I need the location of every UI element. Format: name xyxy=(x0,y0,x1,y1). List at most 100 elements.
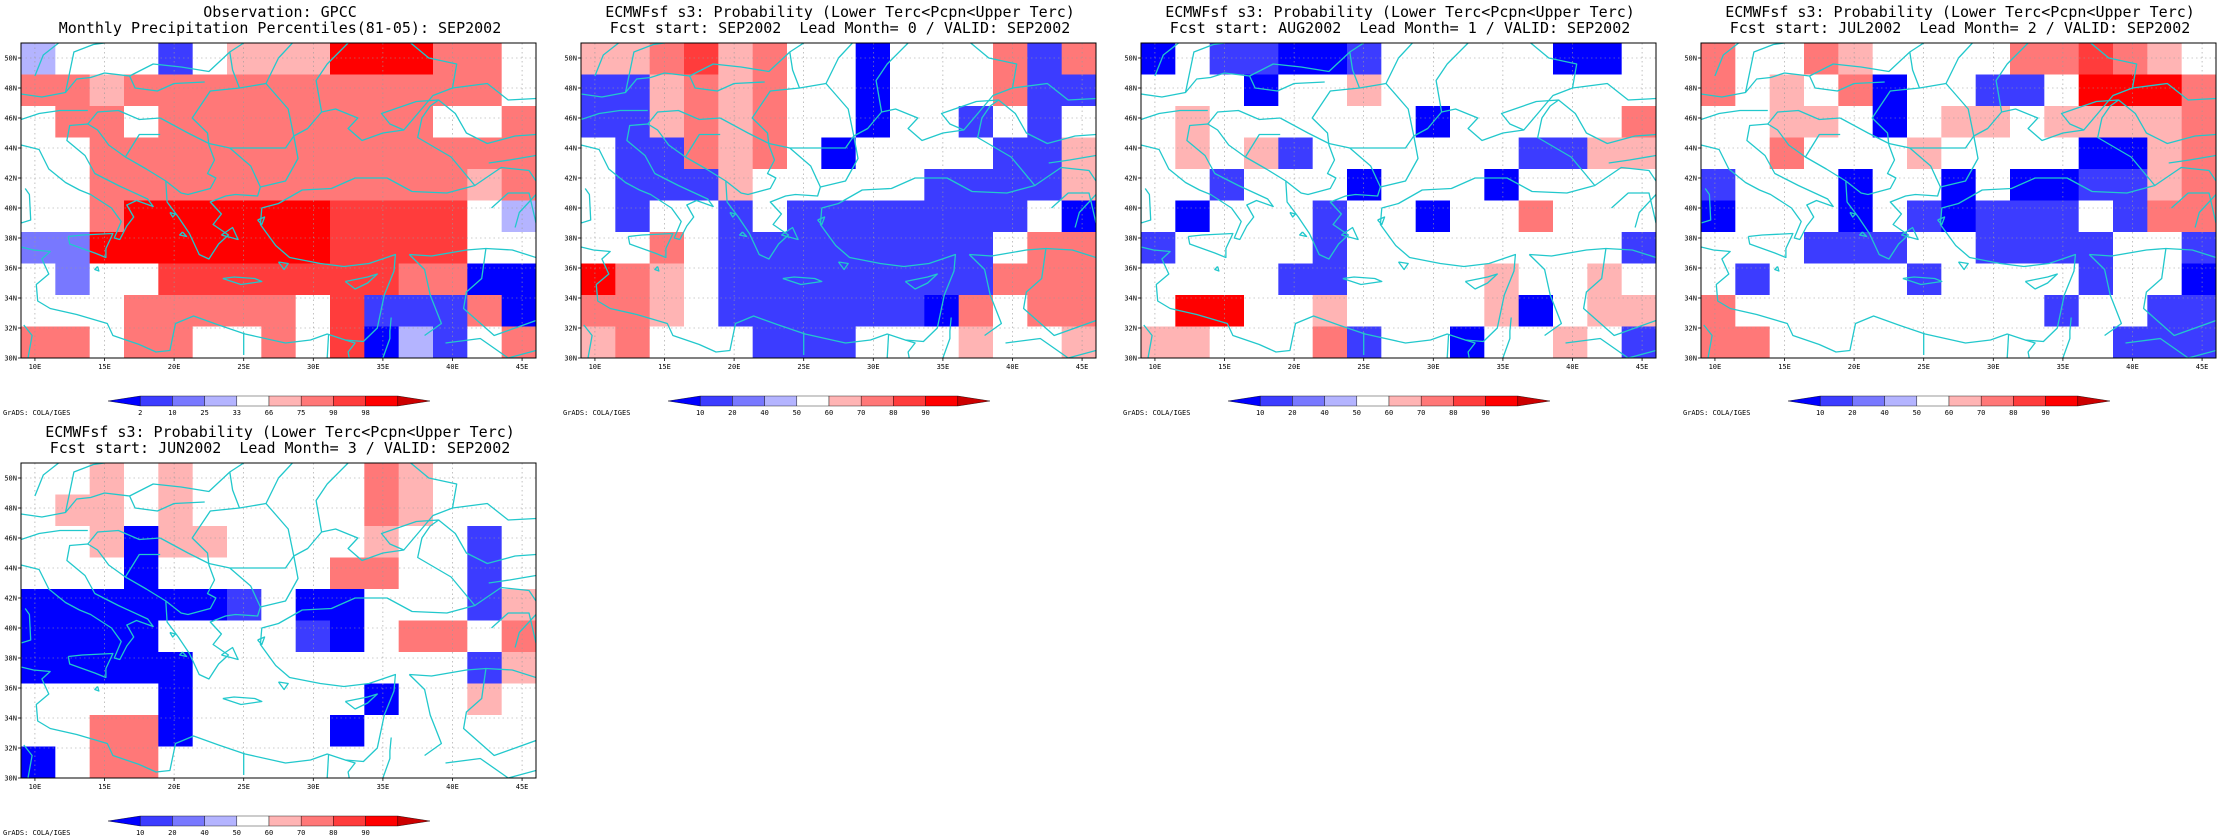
coastline xyxy=(488,154,536,164)
heatmap-cell xyxy=(433,232,468,264)
lon-tick-label: 15E xyxy=(1218,363,1231,371)
lat-tick-label: 48N xyxy=(1684,85,1697,93)
heatmap-cell xyxy=(1278,263,1314,296)
heatmap-cell xyxy=(227,526,262,558)
heatmap-cell xyxy=(2113,295,2148,327)
lon-tick-label: 30E xyxy=(307,783,320,791)
heatmap-cell xyxy=(1735,106,1771,138)
heatmap-cell xyxy=(821,263,857,296)
coastlines xyxy=(21,463,536,778)
heatmap-cell xyxy=(364,494,400,527)
coastline xyxy=(1902,276,1943,286)
heatmap-cell xyxy=(1141,295,1176,327)
plot-frame xyxy=(20,462,537,779)
heatmap-cell xyxy=(924,263,960,296)
colorbar-label: 50 xyxy=(793,409,801,417)
heatmap-cell xyxy=(1907,74,1942,107)
heatmap-cell xyxy=(2010,200,2045,233)
lat-tick-label: 30N xyxy=(4,355,17,363)
heatmap-cell xyxy=(2044,295,2080,327)
heatmap-cell xyxy=(581,295,616,327)
coastline xyxy=(23,324,33,358)
heatmap-cell xyxy=(1381,137,1417,170)
coastline xyxy=(229,463,245,509)
colorbar-label: 80 xyxy=(329,829,337,837)
heatmap-cell xyxy=(1209,326,1245,359)
coastline xyxy=(2154,166,2216,187)
heatmap-cell xyxy=(752,137,788,170)
heatmap-cell xyxy=(821,200,857,233)
heatmap-cell xyxy=(1621,137,1657,170)
heatmap-cell xyxy=(227,652,262,684)
coastline xyxy=(1701,99,2156,353)
heatmap-cell xyxy=(821,295,857,327)
coastline xyxy=(2125,337,2216,358)
colorbar-label: 20 xyxy=(168,829,176,837)
heatmap-cell xyxy=(55,169,91,201)
heatmap-cell xyxy=(501,715,537,747)
heatmap-cell xyxy=(1347,326,1382,359)
panel-title: Observation: GPCC xyxy=(203,3,357,21)
lat-tick-label: 50N xyxy=(4,55,17,63)
coastline xyxy=(739,231,748,238)
heatmap-cell xyxy=(1347,74,1382,107)
heatmap-cell xyxy=(158,683,194,716)
lat-tick-label: 48N xyxy=(4,85,17,93)
colorbar-swatch xyxy=(700,395,733,407)
heatmap-cell xyxy=(364,263,400,296)
heatmap-cell xyxy=(993,137,1028,170)
coastline xyxy=(382,737,392,778)
coastline xyxy=(1957,261,1969,271)
coastline xyxy=(1523,43,1578,131)
heatmap-cell xyxy=(684,263,719,296)
heatmap-cell xyxy=(2181,137,2217,170)
lat-tick-label: 36N xyxy=(4,685,17,693)
coastline xyxy=(1141,109,1208,121)
heatmap-cell xyxy=(1701,169,1736,201)
heatmap-cell xyxy=(1941,295,1977,327)
heatmap-cells xyxy=(1701,43,2217,359)
coastline xyxy=(1714,43,1740,77)
heatmap-cell xyxy=(21,326,56,359)
heatmap-cell xyxy=(890,232,925,264)
heatmap-cell xyxy=(21,43,56,75)
coastline xyxy=(1005,337,1096,358)
heatmap-cell xyxy=(433,557,468,590)
heatmap-cell xyxy=(21,557,56,590)
heatmap-cell xyxy=(1347,232,1382,264)
colorbar-swatch xyxy=(107,815,141,827)
heatmap-cell xyxy=(1621,43,1657,75)
heatmap-cell xyxy=(2147,326,2183,359)
coastline xyxy=(169,211,177,218)
coastline xyxy=(1397,261,1409,271)
coastline xyxy=(221,226,239,241)
heatmap-cell xyxy=(261,295,297,327)
heatmap-cell xyxy=(433,106,468,138)
coastline xyxy=(969,247,1096,259)
heatmap-cell xyxy=(1838,137,1874,170)
heatmap-cell xyxy=(1175,74,1211,107)
heatmap-cell xyxy=(1027,295,1063,327)
panel-lead-0: ECMWFsf s3: Probability (Lower Terc<Pcpn… xyxy=(560,0,1120,420)
plot-frame xyxy=(580,42,1097,359)
heatmap-cell xyxy=(890,200,925,233)
colorbar-label: 10 xyxy=(168,409,176,417)
heatmap-cell xyxy=(364,620,400,653)
heatmap-cell xyxy=(718,74,754,107)
panel-title: ECMWFsf s3: Probability (Lower Terc<Pcpn… xyxy=(1725,3,2195,21)
heatmap-cell xyxy=(330,232,365,264)
axis-labels: 10E 15E 20E 25E 30E 35E 40E 45E 30N 32N 34N 36N 38N 4… xyxy=(1124,55,1648,372)
heatmap-cell xyxy=(21,106,56,138)
grads-credit: GrADS: COLA/IGES xyxy=(3,829,71,837)
heatmap-cell xyxy=(21,746,56,779)
heatmap-cell xyxy=(330,137,365,170)
coastline xyxy=(1446,333,1450,358)
colorbar-label: 40 xyxy=(1320,409,1328,417)
coastline xyxy=(1289,211,1297,218)
heatmap-cell xyxy=(1701,295,1736,327)
heatmap-cell xyxy=(1484,263,1520,296)
heatmap-cell xyxy=(1312,169,1348,201)
coastline xyxy=(438,99,536,145)
lat-tick-label: 30N xyxy=(4,775,17,783)
heatmap-cell xyxy=(684,106,719,138)
